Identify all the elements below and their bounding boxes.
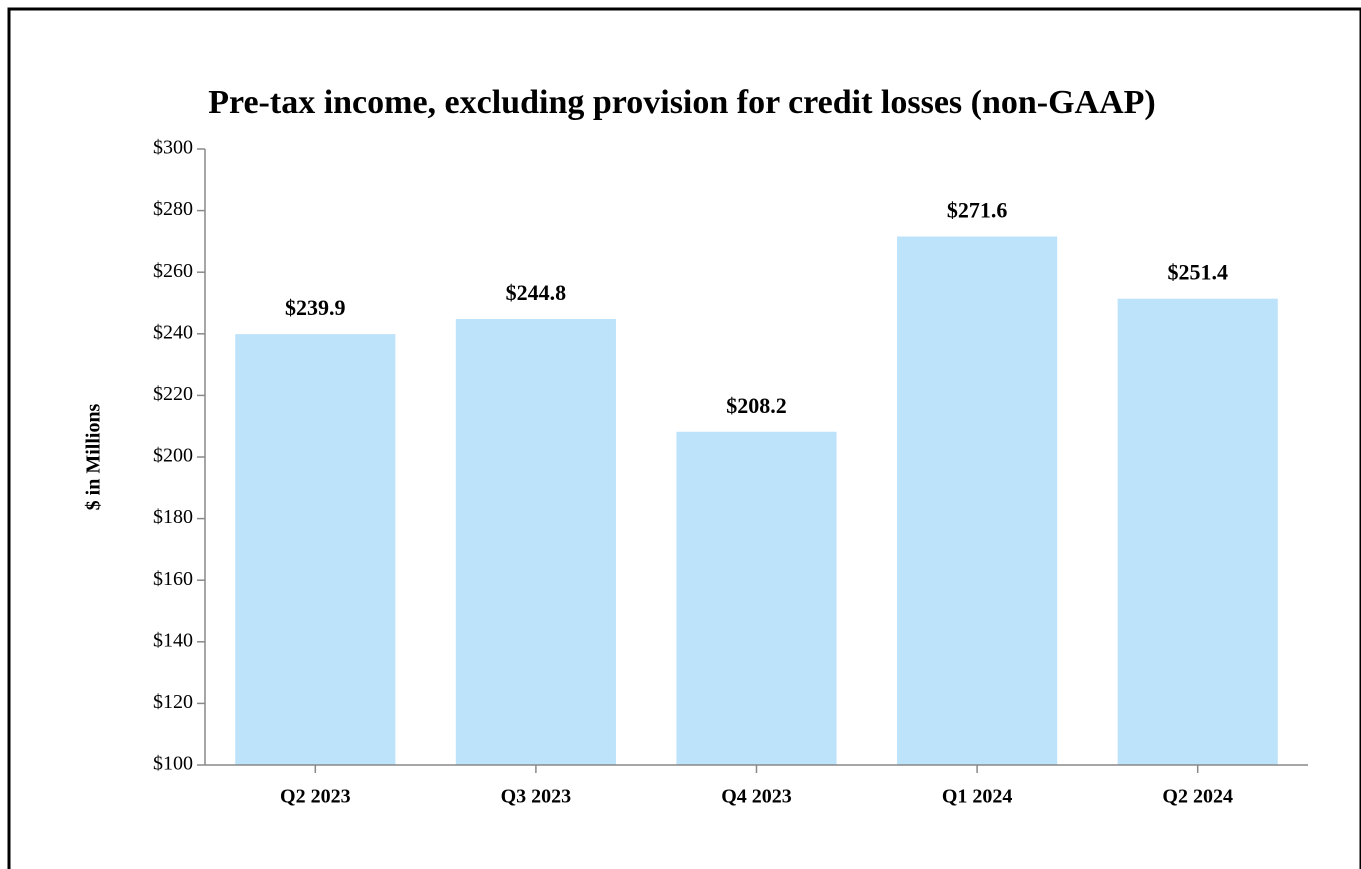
y-tick-label: $220 bbox=[153, 383, 193, 405]
x-tick-label: Q1 2024 bbox=[942, 786, 1013, 808]
value-label: $208.2 bbox=[726, 393, 787, 418]
frame bbox=[7, 7, 1361, 869]
y-tick-label: $280 bbox=[153, 198, 193, 220]
value-label: $271.6 bbox=[947, 198, 1008, 223]
y-tick-label: $140 bbox=[153, 629, 193, 651]
x-tick-label: Q4 2023 bbox=[721, 786, 792, 808]
y-tick-label: $240 bbox=[153, 321, 193, 343]
bar bbox=[1117, 298, 1278, 765]
bar bbox=[235, 334, 396, 765]
bar bbox=[676, 431, 837, 765]
value-label: $239.9 bbox=[285, 295, 346, 320]
y-tick-label: $100 bbox=[153, 753, 193, 775]
bar bbox=[897, 236, 1058, 766]
bar bbox=[455, 319, 616, 765]
x-tick-label: Q3 2023 bbox=[501, 786, 572, 808]
y-tick-label: $120 bbox=[153, 691, 193, 713]
chart-title: Pre-tax income, excluding provision for … bbox=[208, 84, 1156, 121]
y-tick-label: $180 bbox=[153, 506, 193, 528]
y-tick-label: $160 bbox=[153, 568, 193, 590]
y-axis-label: $ in Millions bbox=[83, 403, 105, 510]
y-tick-label: $300 bbox=[153, 137, 193, 159]
value-label: $244.8 bbox=[506, 280, 567, 305]
x-tick-label: Q2 2024 bbox=[1162, 786, 1233, 808]
y-tick-label: $260 bbox=[153, 260, 193, 282]
y-tick-label: $200 bbox=[153, 445, 193, 467]
value-label: $251.4 bbox=[1167, 260, 1228, 285]
x-tick-label: Q2 2023 bbox=[280, 786, 351, 808]
